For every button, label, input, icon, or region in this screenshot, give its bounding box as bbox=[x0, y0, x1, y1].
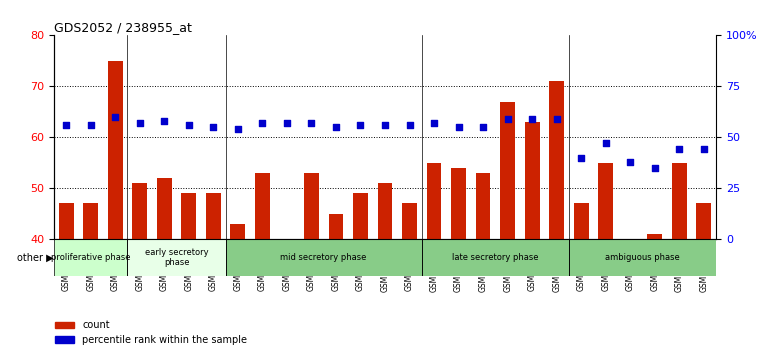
Bar bbox=[422, 239, 569, 276]
Point bbox=[648, 165, 661, 171]
Text: mid secretory phase: mid secretory phase bbox=[280, 253, 367, 262]
Point bbox=[624, 159, 637, 165]
Point bbox=[428, 120, 440, 126]
Point bbox=[501, 116, 514, 122]
Point bbox=[305, 120, 317, 126]
Text: GDS2052 / 238955_at: GDS2052 / 238955_at bbox=[54, 21, 192, 34]
Bar bbox=[549, 81, 564, 239]
Bar bbox=[569, 239, 716, 276]
Text: late secretory phase: late secretory phase bbox=[452, 253, 539, 262]
Point bbox=[256, 120, 269, 126]
Point bbox=[60, 122, 72, 128]
Point bbox=[379, 122, 391, 128]
Bar bbox=[157, 178, 172, 239]
Point bbox=[182, 122, 195, 128]
Bar bbox=[672, 163, 687, 239]
Bar bbox=[108, 61, 122, 239]
Bar bbox=[226, 239, 422, 276]
Bar bbox=[329, 213, 343, 239]
Text: early secretory
phase: early secretory phase bbox=[145, 248, 209, 267]
Bar bbox=[525, 122, 540, 239]
Point bbox=[551, 116, 563, 122]
Bar bbox=[59, 204, 73, 239]
Point bbox=[403, 122, 416, 128]
Bar bbox=[648, 234, 662, 239]
Bar bbox=[500, 102, 515, 239]
Bar bbox=[598, 163, 613, 239]
Bar bbox=[132, 183, 147, 239]
Bar bbox=[377, 183, 393, 239]
Point bbox=[85, 122, 97, 128]
Point bbox=[453, 124, 465, 130]
Bar bbox=[623, 239, 638, 346]
Point bbox=[698, 147, 710, 152]
Bar bbox=[54, 239, 128, 276]
Bar bbox=[304, 173, 319, 239]
Bar bbox=[182, 193, 196, 239]
Point bbox=[330, 124, 342, 130]
Point bbox=[207, 124, 219, 130]
Text: ambiguous phase: ambiguous phase bbox=[605, 253, 680, 262]
Point bbox=[232, 126, 244, 132]
Point bbox=[158, 118, 170, 124]
Bar bbox=[353, 193, 368, 239]
Point bbox=[575, 155, 588, 160]
Bar bbox=[451, 168, 466, 239]
Point bbox=[526, 116, 538, 122]
Point bbox=[109, 114, 122, 120]
Bar bbox=[697, 204, 711, 239]
Text: other ▶: other ▶ bbox=[17, 253, 54, 263]
Bar bbox=[83, 204, 98, 239]
Point bbox=[600, 141, 612, 146]
Bar bbox=[230, 224, 245, 239]
Legend: count, percentile rank within the sample: count, percentile rank within the sample bbox=[51, 316, 251, 349]
Point bbox=[673, 147, 685, 152]
Point bbox=[477, 124, 489, 130]
Point bbox=[133, 120, 146, 126]
Bar bbox=[206, 193, 221, 239]
Bar bbox=[427, 163, 441, 239]
Bar bbox=[128, 239, 226, 276]
Text: proliferative phase: proliferative phase bbox=[51, 253, 130, 262]
Point bbox=[354, 122, 367, 128]
Bar bbox=[255, 173, 270, 239]
Bar bbox=[574, 204, 588, 239]
Point bbox=[281, 120, 293, 126]
Bar bbox=[402, 204, 417, 239]
Bar bbox=[476, 173, 490, 239]
